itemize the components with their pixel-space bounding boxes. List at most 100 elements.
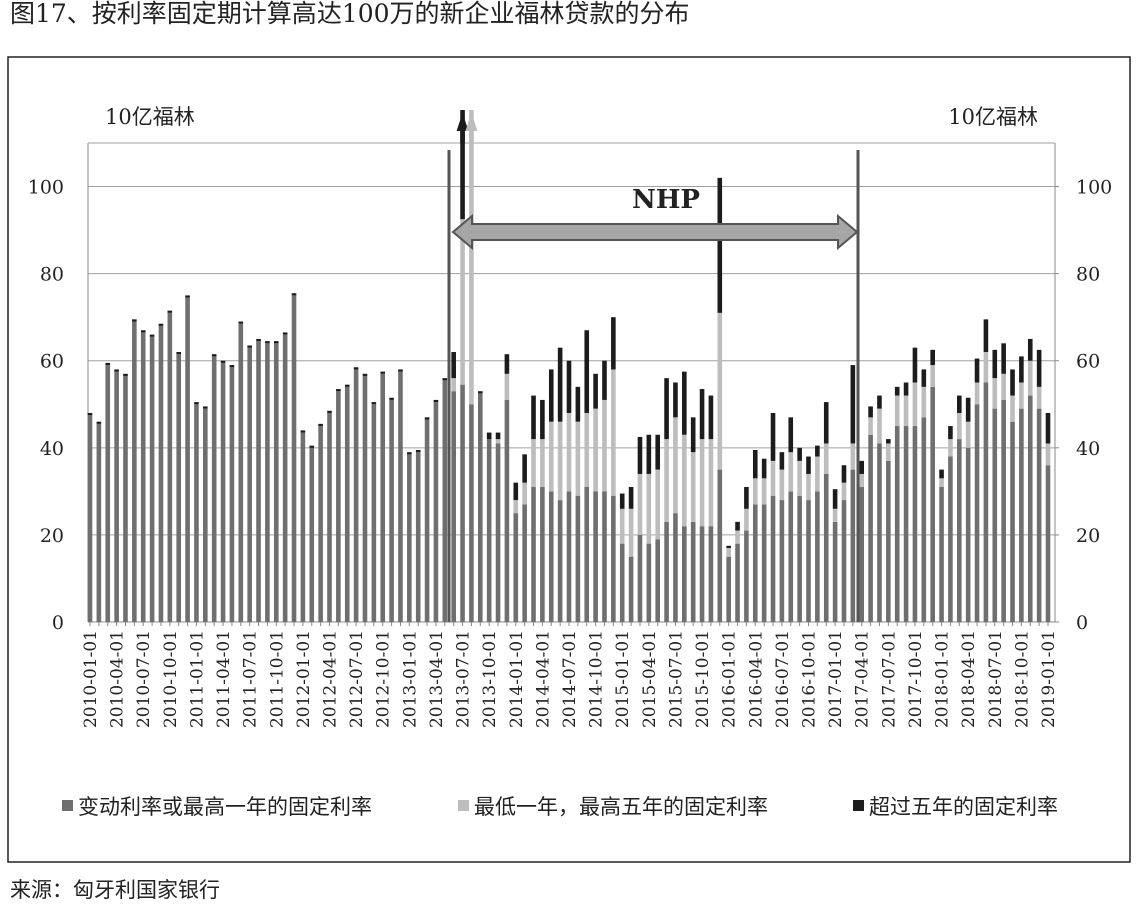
x-tick-label: 2017-01-01: [826, 630, 846, 728]
bar-segment: [779, 500, 785, 622]
bar-segment: [282, 334, 288, 622]
nhp-label: NHP: [632, 185, 700, 215]
bar-segment: [788, 452, 794, 492]
x-tick-label: 2015-01-01: [613, 630, 633, 728]
y-tick-label: 80: [40, 264, 64, 286]
x-tick-label: 2015-10-01: [693, 630, 713, 728]
bar-segment: [655, 539, 661, 622]
bar-segment: [956, 412, 962, 440]
bar-segment: [664, 378, 669, 440]
x-tick-label: 2016-04-01: [746, 630, 766, 728]
bar-segment: [451, 352, 456, 379]
bar-segment: [336, 391, 341, 622]
bar-segment: [353, 367, 359, 370]
y2-tick-label: 40: [1076, 438, 1100, 460]
bar-segment: [548, 491, 554, 622]
bar-segment: [433, 402, 439, 622]
x-tick-label: 2014-01-01: [507, 630, 527, 728]
bar-segment: [96, 423, 102, 622]
bar-segment: [540, 487, 545, 622]
bar-segment: [291, 293, 297, 296]
bar-segment: [318, 426, 323, 622]
bar-segment: [336, 389, 341, 392]
bar-segment: [992, 408, 998, 622]
x-tick-label: 2016-01-01: [720, 630, 740, 728]
bar-segment: [371, 404, 377, 622]
bar-segment: [877, 395, 882, 409]
x-tick-label: 2011-04-01: [214, 630, 234, 728]
bar-segment: [664, 521, 669, 622]
bar-segment: [238, 323, 244, 622]
bar-segment: [398, 369, 403, 372]
annotation-layer: NHP: [447, 150, 860, 622]
bar-segment: [717, 312, 723, 470]
bar-segment: [602, 491, 607, 622]
bar-segment: [735, 521, 740, 531]
bar-segment: [921, 417, 927, 622]
bar-segment: [708, 395, 714, 440]
bar-segment: [504, 399, 510, 622]
x-tick-label: 2013-04-01: [427, 630, 447, 728]
bar-segment: [761, 504, 767, 622]
bar-segment: [939, 487, 944, 622]
bar-segment: [318, 423, 323, 427]
bar-segment: [1019, 382, 1024, 409]
bar-segment: [238, 321, 244, 324]
bar-segment: [823, 402, 829, 444]
bar-segment: [646, 434, 652, 474]
bar-segment: [992, 378, 998, 409]
bar-segment: [797, 460, 802, 496]
source-note: 来源：匈牙利国家银行: [10, 878, 220, 902]
bar-segment: [921, 386, 927, 418]
bar-segment: [965, 397, 971, 422]
bar-segment: [894, 395, 900, 427]
bar-segment: [992, 349, 998, 379]
x-tick-label: 2010-07-01: [134, 630, 154, 728]
bar-segment: [832, 508, 838, 522]
bar-segment: [1027, 360, 1033, 396]
bar-segment: [1036, 349, 1042, 387]
bar-segment: [575, 495, 581, 622]
bar-segment: [442, 378, 448, 381]
bar-segment: [948, 456, 953, 622]
bar-segment: [655, 469, 661, 540]
bar-segment: [593, 408, 598, 492]
bar-segment: [451, 378, 456, 392]
bar-segment: [1045, 443, 1051, 466]
bar-segment: [265, 341, 270, 344]
bar-segment: [886, 460, 891, 622]
bar-segment: [850, 443, 856, 470]
bar-segment: [779, 469, 785, 501]
bar-segment: [265, 343, 270, 622]
bar-segment: [903, 426, 909, 622]
bar-segment: [1010, 421, 1015, 622]
bar-segment: [619, 543, 625, 622]
y2-tick-label: 100: [1076, 177, 1112, 199]
bar-segment: [415, 452, 421, 622]
bar-segment: [894, 386, 900, 396]
bar-segment: [868, 417, 873, 435]
bar-segment: [930, 349, 935, 366]
bar-segment: [806, 500, 811, 622]
bar-segment: [327, 412, 332, 622]
bar-segment: [229, 367, 235, 622]
bar-segment: [1036, 408, 1042, 622]
bar-segment: [877, 408, 882, 444]
bar-segment: [353, 369, 359, 622]
bar-segment: [983, 352, 989, 383]
y2-tick-label: 60: [1076, 351, 1100, 373]
bar-segment: [886, 443, 891, 461]
bar-segment: [815, 456, 820, 492]
bar-segment: [859, 460, 865, 474]
bar-segment: [948, 426, 953, 440]
bar-segment: [442, 380, 448, 622]
bar-segment: [495, 439, 501, 444]
bar-segment: [282, 332, 288, 335]
bar-segment: [176, 352, 182, 355]
bar-segment: [690, 417, 696, 453]
bar-segment: [779, 452, 785, 470]
bar-segment: [974, 404, 980, 622]
bar-segment: [504, 373, 510, 400]
bar-segment: [1036, 386, 1042, 409]
bar-segment: [362, 373, 368, 376]
